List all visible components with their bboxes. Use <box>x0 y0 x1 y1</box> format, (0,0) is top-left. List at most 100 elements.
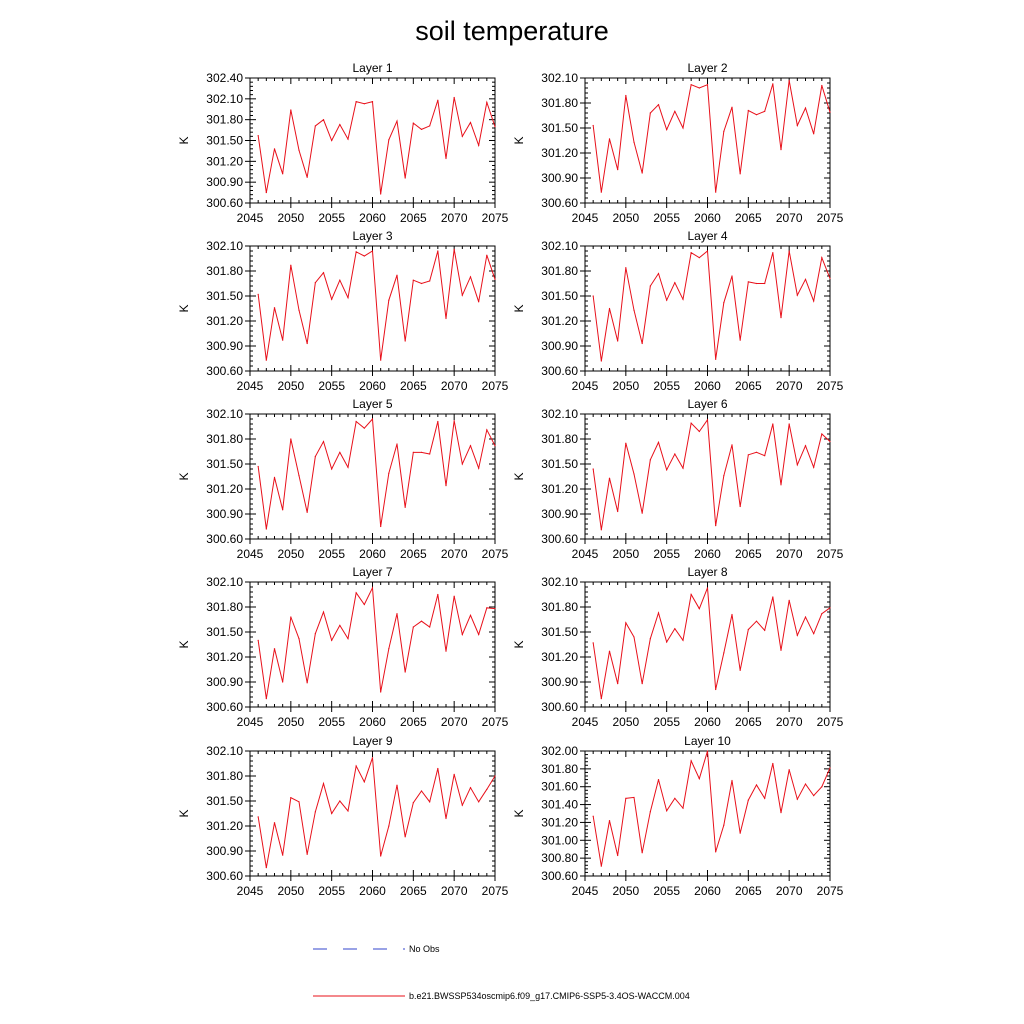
data-point <box>755 784 758 786</box>
data-point <box>731 779 733 782</box>
x-tick-label: 2075 <box>482 715 509 729</box>
data-point <box>453 248 455 250</box>
data-point <box>731 106 733 108</box>
data-point <box>772 762 774 765</box>
data-point <box>486 788 488 790</box>
data-point <box>445 157 447 160</box>
data-point <box>380 525 382 528</box>
data-point <box>690 593 692 596</box>
y-tick-label: 301.80 <box>206 769 243 783</box>
data-point <box>764 282 766 285</box>
data-point <box>764 629 766 631</box>
panel-title: Layer 10 <box>684 734 731 748</box>
data-point <box>412 122 414 124</box>
data-point <box>739 669 741 671</box>
data-point <box>469 787 472 789</box>
data-point <box>388 299 390 301</box>
data-point <box>380 855 382 857</box>
data-point <box>290 109 292 111</box>
data-point <box>461 294 463 296</box>
data-point <box>461 135 463 137</box>
y-axis-label: K <box>177 472 191 480</box>
x-tick-label: 2065 <box>400 211 427 225</box>
data-point <box>469 276 472 278</box>
legend-label-no-obs: No Obs <box>409 944 440 954</box>
data-point <box>682 298 684 300</box>
y-tick-label: 301.80 <box>206 264 243 278</box>
y-tick-label: 302.10 <box>206 407 243 421</box>
chart-title: soil temperature <box>415 16 609 46</box>
x-tick-label: 2075 <box>482 884 509 898</box>
y-tick-label: 301.80 <box>206 113 243 127</box>
data-point <box>322 611 325 613</box>
data-point <box>592 642 594 644</box>
x-tick-label: 2050 <box>612 379 639 393</box>
data-point <box>829 440 831 443</box>
data-point <box>331 139 333 142</box>
data-point <box>592 295 594 297</box>
x-tick-label: 2045 <box>572 715 599 729</box>
y-tick-label: 300.80 <box>541 851 578 865</box>
y-tick-label: 301.20 <box>541 815 578 829</box>
data-point <box>257 135 259 137</box>
data-point <box>780 649 782 651</box>
data-point <box>633 309 635 311</box>
data-point <box>755 451 758 453</box>
data-point <box>657 778 660 781</box>
panel-title: Layer 4 <box>687 229 727 243</box>
data-point <box>592 468 594 470</box>
data-point <box>380 193 382 195</box>
data-point <box>706 84 709 86</box>
data-point <box>437 593 439 596</box>
data-point <box>764 797 766 799</box>
data-point <box>494 445 496 447</box>
data-point <box>265 698 267 700</box>
y-tick-label: 301.80 <box>541 96 578 110</box>
data-point <box>633 636 635 638</box>
data-point <box>788 250 790 252</box>
data-point <box>600 865 602 867</box>
data-point <box>257 816 259 818</box>
data-point <box>788 769 790 771</box>
x-tick-label: 2070 <box>776 715 803 729</box>
x-tick-label: 2065 <box>735 884 762 898</box>
data-point <box>788 79 790 82</box>
data-point <box>314 282 316 284</box>
data-point <box>706 750 709 752</box>
data-point <box>600 360 602 362</box>
data-point <box>813 633 815 635</box>
x-tick-label: 2075 <box>817 884 844 898</box>
data-point <box>723 652 725 654</box>
data-point <box>396 613 398 615</box>
data-point <box>453 420 455 422</box>
data-point <box>306 176 308 178</box>
data-point <box>355 101 357 103</box>
legend: No Obs b.e21.BWSSP534oscmip6.f09_g17.CMI… <box>313 944 690 1001</box>
x-tick-label: 2075 <box>482 379 509 393</box>
data-point <box>273 648 276 650</box>
data-point <box>592 815 594 817</box>
data-point <box>649 638 651 640</box>
y-tick-label: 301.60 <box>541 780 578 794</box>
data-point <box>355 592 357 594</box>
x-tick-label: 2070 <box>776 211 803 225</box>
data-point <box>608 307 611 310</box>
x-tick-label: 2075 <box>817 715 844 729</box>
data-point <box>625 622 627 624</box>
data-point <box>666 810 668 812</box>
x-tick-label: 2055 <box>318 547 345 561</box>
data-point <box>723 130 725 132</box>
y-tick-label: 301.50 <box>206 134 243 148</box>
x-tick-label: 2050 <box>277 715 304 729</box>
data-point <box>788 423 790 425</box>
data-point <box>657 104 660 106</box>
y-tick-label: 301.50 <box>541 625 578 639</box>
data-point <box>641 683 643 685</box>
x-tick-label: 2055 <box>653 211 680 225</box>
x-tick-label: 2055 <box>653 379 680 393</box>
data-point <box>486 254 488 256</box>
series-line-layer-1 <box>257 97 496 195</box>
data-point <box>796 464 798 466</box>
data-point <box>437 420 439 423</box>
